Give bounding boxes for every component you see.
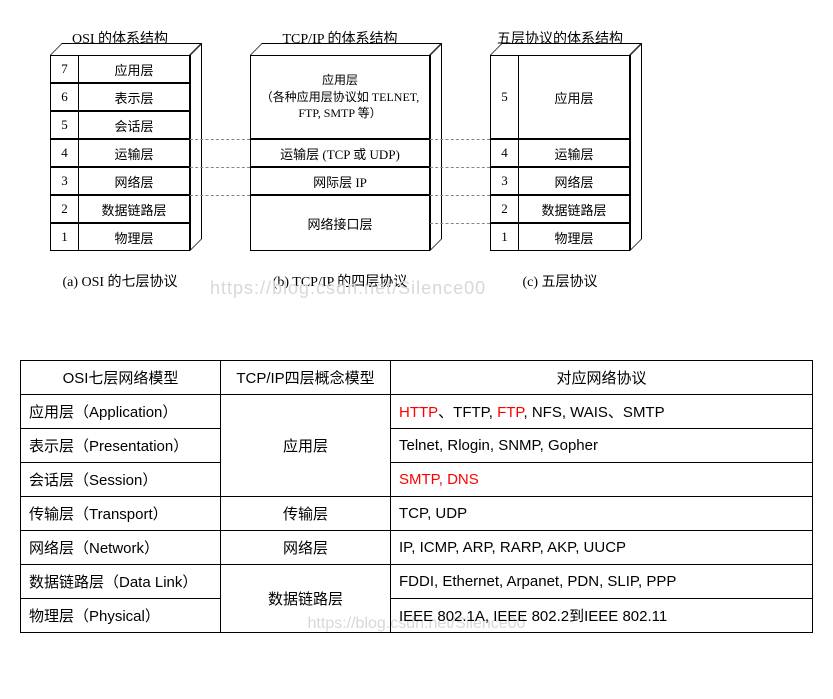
table-row: 传输层（Transport）传输层TCP, UDP [21, 497, 813, 531]
osi-cell: 传输层（Transport） [21, 497, 221, 531]
layer-label: 应用层（各种应用层协议如 TELNET, FTP, SMTP 等） [251, 72, 429, 122]
layer-label: 网络接口层 [251, 214, 429, 233]
layer-label: 运输层 [519, 144, 629, 163]
layer-number: 1 [491, 224, 519, 250]
layer-cell: 5应用层 [490, 55, 630, 139]
layer-cell: 1物理层 [50, 223, 190, 251]
layer-label: 物理层 [79, 228, 189, 247]
layer-cell: 4运输层 [50, 139, 190, 167]
osi-cell: 表示层（Presentation） [21, 429, 221, 463]
watermark-top: https://blog.csdn.net/Silence00 [210, 278, 486, 299]
protocol-cell: Telnet, Rlogin, SNMP, Gopher [391, 429, 813, 463]
layer-label: 应用层 [79, 60, 189, 79]
osi-cell: 应用层（Application） [21, 395, 221, 429]
layer-label: 网络层 [79, 172, 189, 191]
layer-number: 3 [491, 168, 519, 194]
layer-number: 3 [51, 168, 79, 194]
layer-number: 1 [51, 224, 79, 250]
layer-label: 数据链路层 [79, 200, 189, 219]
protocol-cell: IEEE 802.1A, IEEE 802.2到IEEE 802.11 [391, 599, 813, 633]
layer-cell: 运输层 (TCP 或 UDP) [250, 139, 430, 167]
osi-cell: 网络层（Network） [21, 531, 221, 565]
layer-cell: 5会话层 [50, 111, 190, 139]
layer-cell: 7应用层 [50, 55, 190, 83]
table-row: 物理层（Physical） IEEE 802.1A, IEEE 802.2到IEE… [21, 599, 813, 633]
layer-cell: 应用层（各种应用层协议如 TELNET, FTP, SMTP 等） [250, 55, 430, 139]
layer-cell: 6表示层 [50, 83, 190, 111]
header-protocols: 对应网络协议 [391, 361, 813, 395]
layer-cell: 1物理层 [490, 223, 630, 251]
tcpip-cell: 数据链路层 [221, 565, 391, 633]
stack-caption: (c) 五层协议 [480, 271, 640, 291]
protocol-mapping-table: OSI七层网络模型 TCP/IP四层概念模型 对应网络协议 应用层（Applic… [20, 360, 813, 633]
layer-label: 运输层 (TCP 或 UDP) [251, 144, 429, 163]
layer-cell: 2数据链路层 [50, 195, 190, 223]
protocol-cell: TCP, UDP [391, 497, 813, 531]
layer-label: 应用层 [519, 88, 629, 107]
osi-cell: 会话层（Session） [21, 463, 221, 497]
protocol-cell: SMTP, DNS [391, 463, 813, 497]
osi-cell: 物理层（Physical） [21, 599, 221, 633]
layer-number: 2 [491, 196, 519, 222]
layer-number: 4 [491, 140, 519, 166]
layer-number: 5 [51, 112, 79, 138]
table-row: 表示层（Presentation） Telnet, Rlogin, SNMP, G… [21, 429, 813, 463]
layer-cell: 网际层 IP [250, 167, 430, 195]
table-row: 应用层（Application）应用层HTTP、TFTP, FTP, NFS, … [21, 395, 813, 429]
layer-label: 数据链路层 [519, 200, 629, 219]
layer-label: 物理层 [519, 228, 629, 247]
layer-cell: 3网络层 [50, 167, 190, 195]
layer-cell: 4运输层 [490, 139, 630, 167]
table-row: 网络层（Network）网络层IP, ICMP, ARP, RARP, AKP,… [21, 531, 813, 565]
tcpip-cell: 应用层 [221, 395, 391, 497]
layer-label: 会话层 [79, 116, 189, 135]
layer-label: 网际层 IP [251, 172, 429, 191]
layer-cell: 网络接口层 [250, 195, 430, 251]
protocol-cell: IP, ICMP, ARP, RARP, AKP, UUCP [391, 531, 813, 565]
layer-label: 表示层 [79, 88, 189, 107]
layer-label: 网络层 [519, 172, 629, 191]
layer-number: 5 [491, 56, 519, 138]
tcpip-cell: 网络层 [221, 531, 391, 565]
header-tcpip: TCP/IP四层概念模型 [221, 361, 391, 395]
tcpip-cell: 传输层 [221, 497, 391, 531]
layer-number: 6 [51, 84, 79, 110]
table-row: 会话层（Session） SMTP, DNS [21, 463, 813, 497]
stack-caption: (a) OSI 的七层协议 [40, 271, 200, 291]
table-row: 数据链路层（Data Link）数据链路层FDDI, Ethernet, Arp… [21, 565, 813, 599]
protocol-cell: FDDI, Ethernet, Arpanet, PDN, SLIP, PPP [391, 565, 813, 599]
osi-cell: 数据链路层（Data Link） [21, 565, 221, 599]
layer-number: 4 [51, 140, 79, 166]
layer-number: 7 [51, 56, 79, 82]
protocol-cell: HTTP、TFTP, FTP, NFS, WAIS、SMTP [391, 395, 813, 429]
layer-number: 2 [51, 196, 79, 222]
header-osi: OSI七层网络模型 [21, 361, 221, 395]
layer-label: 运输层 [79, 144, 189, 163]
network-model-diagram: OSI 的体系结构7应用层6表示层5会话层4运输层3网络层2数据链路层1物理层(… [20, 20, 813, 340]
layer-cell: 2数据链路层 [490, 195, 630, 223]
layer-cell: 3网络层 [490, 167, 630, 195]
